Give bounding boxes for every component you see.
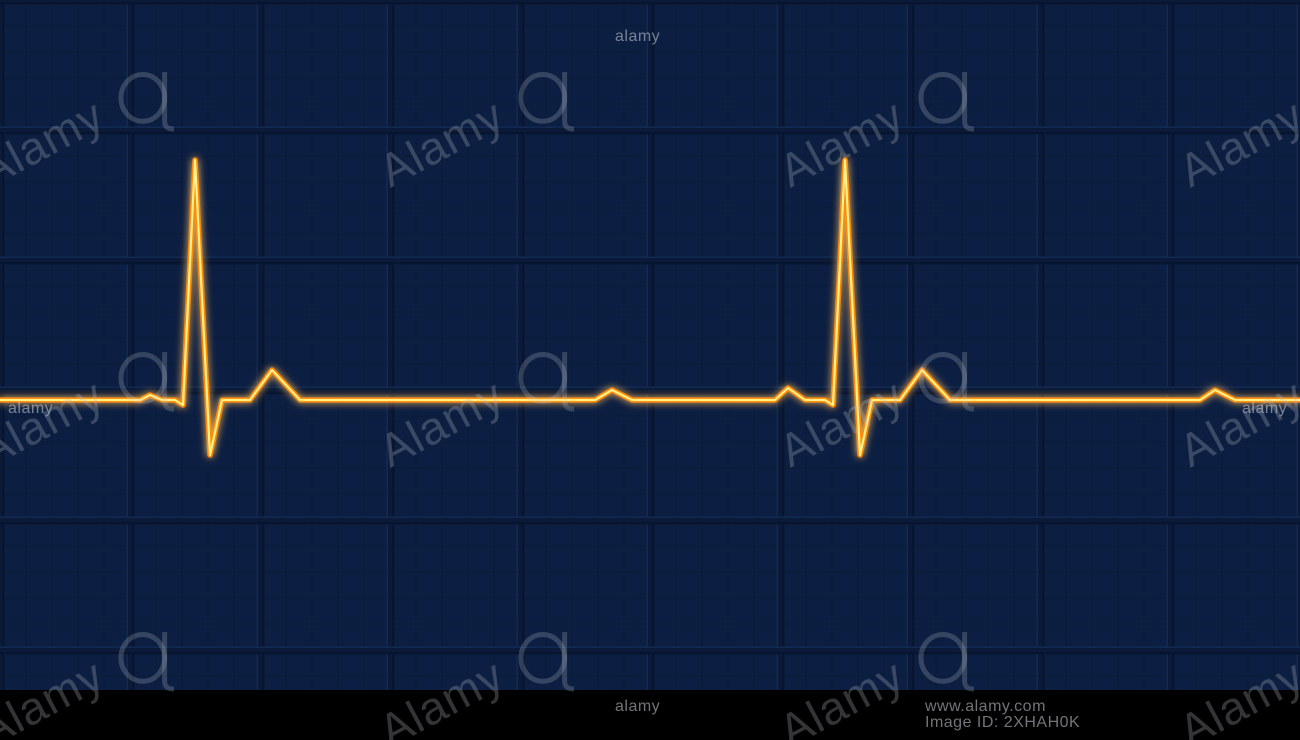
ecg-svg xyxy=(0,0,1300,740)
ecg-monitor-canvas: AlamyAlamyAlamyAlamyAlamyAlamyAlamyAlamy… xyxy=(0,0,1300,740)
